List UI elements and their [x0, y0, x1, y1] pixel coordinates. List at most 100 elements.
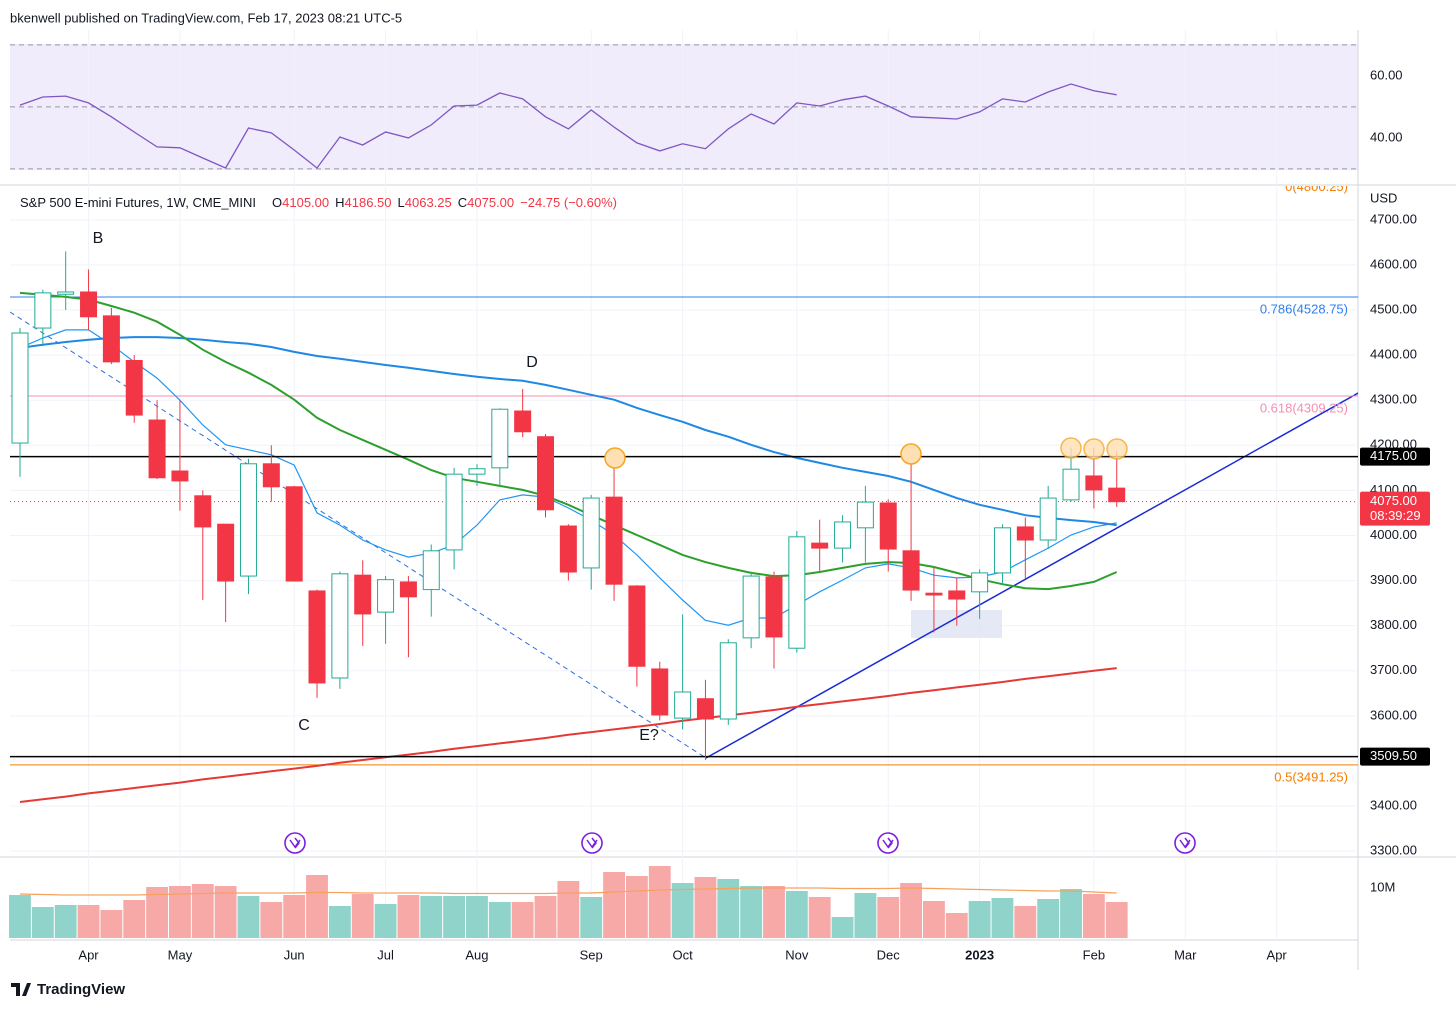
volume-bar — [214, 886, 237, 938]
volume-bar — [534, 896, 557, 938]
volume-bar — [854, 893, 877, 938]
x-tick-label: Feb — [1083, 947, 1105, 962]
volume-bar — [648, 866, 671, 938]
volume-bar — [1037, 899, 1060, 938]
y-tick-label: 3900.00 — [1370, 572, 1417, 587]
legend-title: S&P 500 E-mini Futures, 1W, CME_MINI — [20, 195, 256, 210]
candle-body — [1085, 475, 1103, 491]
candle-body — [1062, 468, 1080, 501]
candle-body — [148, 419, 166, 479]
candle-body — [445, 473, 463, 551]
wave-label: E? — [639, 727, 659, 744]
legend-value: 4075.00 — [467, 195, 514, 210]
candle-body — [11, 332, 29, 444]
volume-bar — [580, 897, 603, 938]
candle-body — [605, 496, 623, 585]
volume-bar — [968, 901, 991, 938]
candle-body — [1108, 487, 1126, 503]
high-marker — [900, 443, 922, 465]
y-tick-label: 3600.00 — [1370, 707, 1417, 722]
candle-body — [331, 573, 349, 679]
volume-bar — [466, 896, 488, 938]
volume-bar — [100, 910, 123, 938]
event-icon — [284, 832, 306, 854]
candle-body — [194, 495, 212, 528]
volume-bar — [831, 917, 854, 938]
volume-bar — [420, 896, 443, 938]
x-tick-label: Dec — [877, 947, 901, 962]
legend-key: H — [335, 195, 344, 210]
volume-ma — [19, 887, 1117, 896]
y-tick-label: 3800.00 — [1370, 617, 1417, 632]
y-tick-label: 4600.00 — [1370, 256, 1417, 271]
footer: TradingView — [37, 981, 125, 998]
x-tick-label: Mar — [1174, 947, 1197, 962]
volume-bar — [146, 887, 169, 938]
candle-body — [993, 527, 1011, 574]
x-tick-label: 2023 — [965, 947, 994, 962]
volume-bar — [1082, 894, 1105, 938]
candle-body — [971, 572, 989, 593]
candle-body — [811, 542, 829, 549]
x-tick-label: Jul — [377, 947, 394, 962]
wave-label: B — [93, 230, 104, 247]
high-marker — [1106, 438, 1128, 460]
last-price-box — [1360, 491, 1430, 526]
volume-bar — [488, 902, 511, 938]
volume-bar — [763, 886, 785, 938]
volume-bar — [740, 886, 763, 938]
candle-body — [468, 468, 486, 475]
candle-body — [1039, 497, 1057, 541]
volume-bar — [1105, 902, 1128, 938]
logo-mark — [11, 983, 31, 996]
x-tick-label: May — [168, 947, 193, 962]
rsi-tick-label: 40.00 — [1370, 129, 1403, 144]
volume-bar — [237, 896, 260, 938]
volume-bar — [717, 879, 740, 938]
x-tick-label: Nov — [785, 947, 809, 962]
x-tick-label: Aug — [465, 947, 488, 962]
y-tick-label: 4400.00 — [1370, 347, 1417, 362]
candle-body — [559, 525, 577, 573]
last-price-label: 4075.00 — [1370, 493, 1417, 508]
fib-label: 0.5(3491.25) — [1274, 769, 1348, 784]
volume-bar — [283, 895, 306, 938]
event-icon — [877, 832, 899, 854]
legend-change: −24.75 (−0.60%) — [520, 195, 617, 210]
event-icons — [284, 832, 1196, 854]
candle-body — [696, 698, 714, 720]
volume-bar — [923, 901, 945, 938]
candle-body — [674, 691, 692, 719]
level-label: 3509.50 — [1370, 748, 1417, 763]
y-tick-label: 4000.00 — [1370, 527, 1417, 542]
candle-body — [491, 408, 509, 469]
volume-bar — [877, 897, 900, 938]
volume-bar — [808, 897, 831, 938]
legend-key: O — [272, 195, 282, 210]
candle-body — [925, 592, 943, 596]
volume-bar — [351, 894, 374, 938]
legend-value: 4186.50 — [345, 195, 392, 210]
level-label: 4175.00 — [1370, 448, 1417, 463]
countdown: 08:39:29 — [1370, 508, 1421, 523]
ohlc-legend: S&P 500 E-mini Futures, 1W, CME_MINI O410… — [20, 195, 617, 210]
candle-body — [856, 501, 874, 529]
candle-body — [262, 463, 280, 488]
candle-body — [514, 410, 532, 433]
candle-body — [948, 590, 966, 600]
candle-body — [628, 585, 646, 667]
candle-body — [102, 315, 120, 363]
volume-bar — [511, 902, 534, 938]
level-box — [1360, 747, 1430, 766]
price-panel: 0(4800.25) 0.786(4528.75) 0.618(4309.25) 0.… — [9, 186, 1358, 803]
candle-body — [902, 550, 920, 591]
y-tick-label: 3700.00 — [1370, 662, 1417, 677]
candle-body — [788, 536, 806, 649]
high-marker — [1083, 438, 1105, 460]
candle-body — [879, 502, 897, 550]
y-tick-label: 4700.00 — [1370, 211, 1417, 226]
candle-body — [308, 590, 326, 684]
volume-bar — [694, 877, 717, 938]
candle-body — [399, 581, 417, 598]
